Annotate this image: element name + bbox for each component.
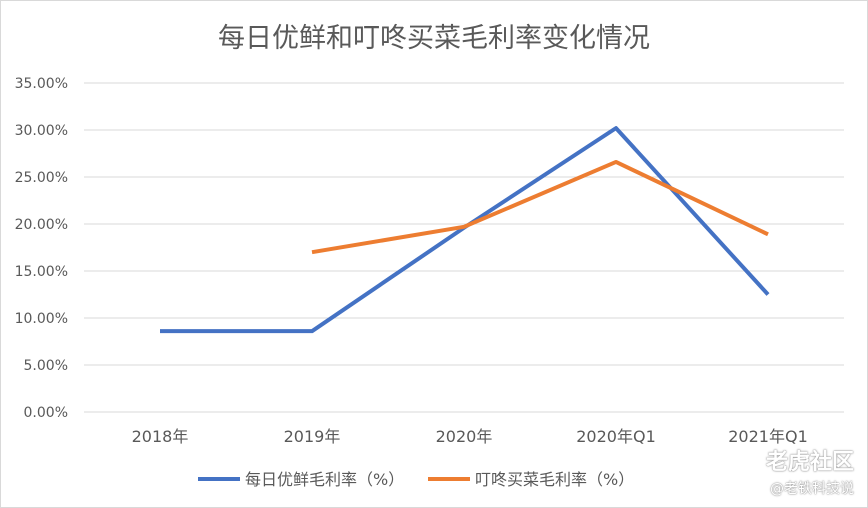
y-tick-label: 15.00% [15, 264, 68, 280]
x-tick-label: 2021年Q1 [728, 427, 808, 446]
y-tick-label: 5.00% [24, 358, 68, 374]
watermark-handle: @老铁科技说 [770, 481, 854, 497]
series-line-2 [311, 159, 769, 255]
y-tick-label: 35.00% [15, 76, 68, 92]
series-line-1 [160, 126, 770, 334]
gridlines [84, 82, 844, 413]
legend-label-1: 每日优鲜毛利率（%） [245, 470, 404, 489]
x-tick-label: 2018年 [132, 427, 189, 446]
x-axis-ticks: 2018年 2019年 2020年 2020年Q1 2021年Q1 [132, 427, 808, 446]
chart-title: 每日优鲜和叮咚买菜毛利率变化情况 [218, 23, 650, 54]
x-tick-label: 2020年 [436, 427, 493, 446]
y-tick-label: 25.00% [15, 170, 68, 186]
x-tick-label: 2020年Q1 [576, 427, 656, 446]
y-tick-label: 30.00% [15, 123, 68, 139]
y-tick-label: 20.00% [15, 217, 68, 233]
y-axis-ticks: 0.00% 5.00% 10.00% 15.00% 20.00% 25.00% 30.00%… [15, 76, 68, 421]
x-tick-label: 2019年 [284, 427, 341, 446]
series-lines [160, 126, 770, 334]
y-tick-label: 0.00% [24, 405, 68, 421]
watermark-brand: 老虎社区 [765, 450, 854, 475]
y-tick-label: 10.00% [15, 311, 68, 327]
legend: 每日优鲜毛利率（%） 叮咚买菜毛利率（%） [198, 470, 634, 489]
legend-label-2: 叮咚买菜毛利率（%） [475, 470, 634, 489]
